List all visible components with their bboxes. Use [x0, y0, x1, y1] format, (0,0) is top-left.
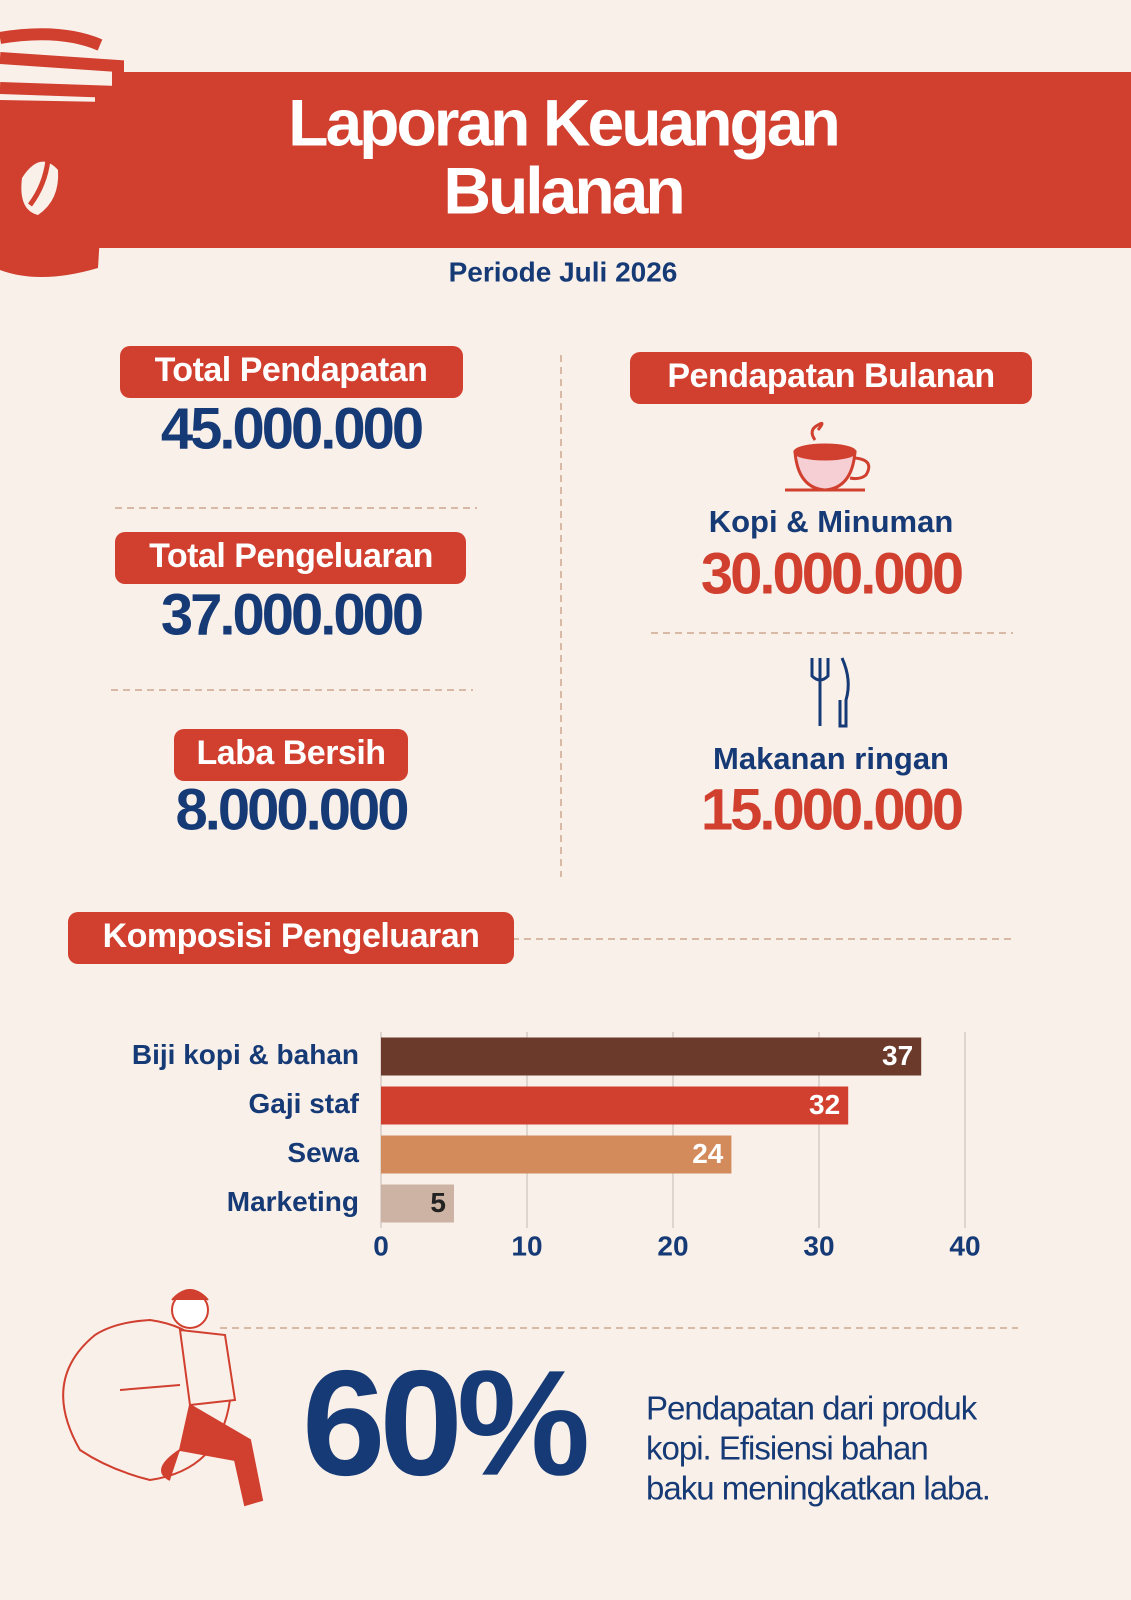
- person-bulb-illustration: [62, 1289, 264, 1507]
- bar-chart: 0 10 20 30 40 Biji kopi & bahan 37 Gaji staf 32 S…: [132, 1032, 981, 1261]
- summary-value: 37.000.000: [161, 582, 422, 647]
- highlight-value: 60%: [302, 1339, 587, 1507]
- y-tick-label: Biji kopi & bahan: [132, 1039, 359, 1070]
- cutlery-icon: [810, 657, 850, 728]
- bar: [381, 1037, 922, 1076]
- label-pill: [630, 352, 1032, 404]
- revenue-label: Makanan ringan: [713, 741, 949, 776]
- bar: [381, 1086, 849, 1125]
- y-tick-label: Marketing: [227, 1186, 359, 1217]
- summary-value: 45.000.000: [161, 396, 422, 461]
- summary-label: Total Pengeluaran: [149, 537, 433, 575]
- value-label: 5: [430, 1187, 446, 1218]
- revenue-value: 15.000.000: [701, 777, 962, 842]
- highlight-text: baku meningkatkan laba.: [646, 1470, 990, 1507]
- chart-title: Komposisi Pengeluaran: [103, 917, 480, 955]
- x-tick-label: 40: [949, 1230, 980, 1261]
- highlight-text: kopi. Efisiensi bahan: [646, 1430, 928, 1467]
- x-tick-label: 20: [657, 1230, 688, 1261]
- highlight-text: Pendapatan dari produk: [646, 1390, 978, 1427]
- x-tick-label: 0: [373, 1230, 389, 1261]
- label-pill: [120, 346, 463, 398]
- summary-label: Total Pendapatan: [155, 351, 428, 389]
- revenue-label: Kopi & Minuman: [709, 504, 954, 539]
- section-label: Pendapatan Bulanan: [667, 357, 994, 395]
- y-tick-label: Gaji staf: [249, 1088, 360, 1119]
- value-label: 37: [882, 1040, 913, 1071]
- coffee-cup-icon: [785, 421, 871, 492]
- bar: [381, 1184, 454, 1223]
- revenue-value: 30.000.000: [701, 541, 962, 606]
- summary-value: 8.000.000: [175, 777, 407, 842]
- title-line: Laporan Keuangan: [288, 85, 838, 159]
- value-label: 24: [692, 1138, 724, 1169]
- bar: [381, 1135, 732, 1174]
- title-line: Bulanan: [443, 153, 682, 227]
- label-pill: [174, 729, 408, 781]
- x-tick-label: 30: [803, 1230, 834, 1261]
- summary-label: Laba Bersih: [196, 734, 385, 772]
- header-band: [95, 72, 1131, 248]
- cup-icon: [0, 28, 124, 278]
- value-label: 32: [809, 1089, 840, 1120]
- x-tick-label: 10: [511, 1230, 542, 1261]
- label-pill: [68, 912, 514, 964]
- label-pill: [115, 532, 466, 584]
- y-tick-label: Sewa: [287, 1137, 359, 1168]
- subtitle: Periode Juli 2026: [449, 256, 678, 287]
